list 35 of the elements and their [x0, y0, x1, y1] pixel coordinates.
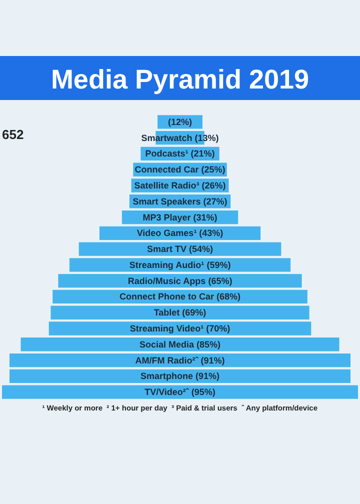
data-label: (85%)	[196, 339, 221, 350]
data-label: (65%)	[208, 276, 232, 286]
data-label: (54%)	[189, 244, 214, 254]
data-label: (91%)	[195, 371, 220, 382]
category-label: Social Media	[139, 339, 195, 350]
category-label: Podcasts¹	[145, 148, 188, 159]
category-label: Tablet	[154, 308, 180, 318]
category-label: Radio/Music Apps	[128, 276, 206, 286]
data-label: (68%)	[216, 292, 241, 302]
category-label: MP3 Player	[142, 212, 192, 222]
data-label: (31%)	[193, 212, 218, 222]
data-label: (95%)	[191, 387, 216, 398]
text: Media Pyramid 2019	[50, 64, 310, 94]
data-label: (25%)	[201, 164, 226, 175]
category-label: AM/FM Radio²ˆ	[135, 355, 200, 366]
category-label: Smart TV	[146, 244, 187, 254]
data-label: (12%)	[168, 116, 192, 127]
category-label: Streaming Video¹	[130, 324, 204, 334]
category-label: Satellite Radio³	[134, 180, 200, 190]
data-label: (59%)	[206, 260, 231, 270]
category-label: Smart Speakers	[132, 196, 201, 206]
category-label: Connect Phone to Car	[119, 292, 214, 302]
category-label: Video Games¹	[136, 228, 197, 238]
category-label: TV/Video²ˆ	[144, 387, 190, 398]
data-label: (43%)	[199, 228, 224, 238]
data-label: (70%)	[206, 324, 230, 334]
data-label: (69%)	[182, 308, 206, 318]
category-label: Streaming Audio¹	[129, 260, 204, 270]
text: 652	[2, 127, 24, 142]
data-label: (91%)	[200, 355, 225, 366]
category-label: Connected Car	[134, 164, 200, 175]
data-label: (27%)	[203, 196, 228, 206]
data-label: (26%)	[202, 180, 226, 190]
category-label: Smartphone	[140, 371, 194, 382]
data-label: (21%)	[190, 148, 215, 159]
